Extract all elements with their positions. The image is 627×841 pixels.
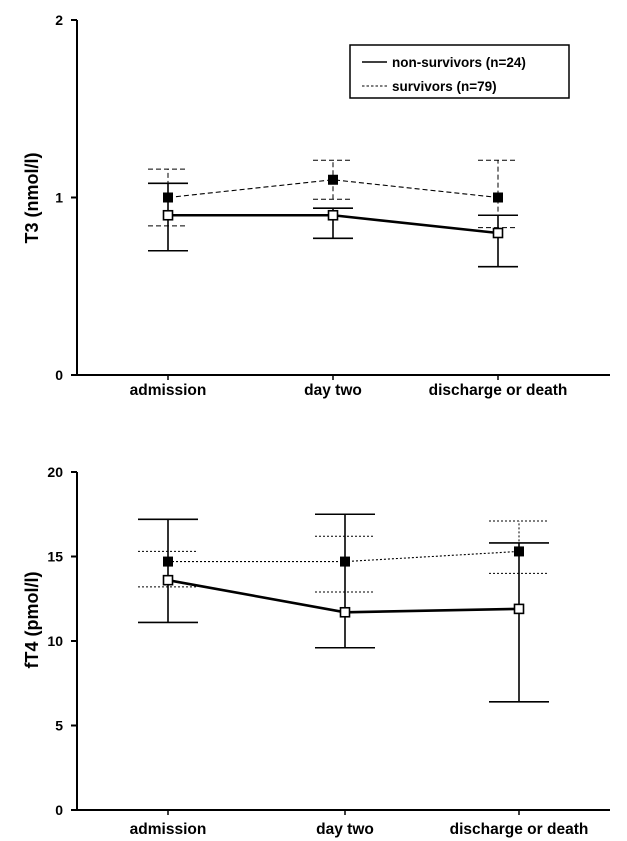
y-ticks: 0 5 10 15 20 (47, 464, 77, 818)
x-tick-label: discharge or death (429, 382, 568, 399)
y-tick-label: 20 (47, 464, 63, 480)
non-survivors-point (162, 574, 174, 586)
legend-box (349, 44, 570, 99)
x-tick-labels: admission day two discharge or death (130, 375, 568, 399)
series-marks (138, 513, 549, 703)
y-tick-label: 0 (55, 367, 63, 383)
survivors-line (167, 179, 499, 199)
non-survivors-point (492, 227, 504, 239)
y-tick-label: 5 (55, 718, 63, 734)
x-tick-labels: admission day two discharge or death (130, 810, 589, 838)
x-tick-label: admission (130, 382, 207, 399)
ft4-chart: fT4 (pmol/l) 0 5 10 15 20 admission day two di… (22, 464, 610, 838)
y-tick-label: 2 (55, 12, 63, 28)
y-ticks: 0 1 2 (55, 12, 77, 383)
non-survivors-point (162, 209, 174, 221)
legend-label-survivors: survivors (n=79) (392, 79, 497, 94)
survivors-point (493, 192, 503, 203)
legend: non-survivors (n=24) survivors (n=79) (349, 44, 570, 99)
x-tick-label: day two (316, 821, 374, 838)
y-tick-label: 15 (47, 549, 63, 565)
x-tick-label: day two (304, 382, 362, 399)
non-survivors-point (339, 606, 351, 618)
x-tick-label: discharge or death (450, 821, 589, 838)
legend-label-non-survivors: non-survivors (n=24) (392, 55, 526, 70)
survivors-point (328, 174, 338, 185)
non-survivors-point (327, 209, 339, 221)
x-tick-label: admission (130, 821, 207, 838)
series-marks (148, 159, 518, 268)
t3-chart: T3 (nmol/l) 0 1 2 admission day two discharg… (22, 12, 610, 399)
y-tick-label: 10 (47, 633, 63, 649)
y-tick-label: 0 (55, 802, 63, 818)
y-axis-label: fT4 (pmol/l) (22, 572, 42, 669)
non-survivors-point (513, 603, 525, 615)
y-tick-label: 1 (55, 190, 63, 206)
y-axis-label: T3 (nmol/l) (22, 153, 42, 244)
